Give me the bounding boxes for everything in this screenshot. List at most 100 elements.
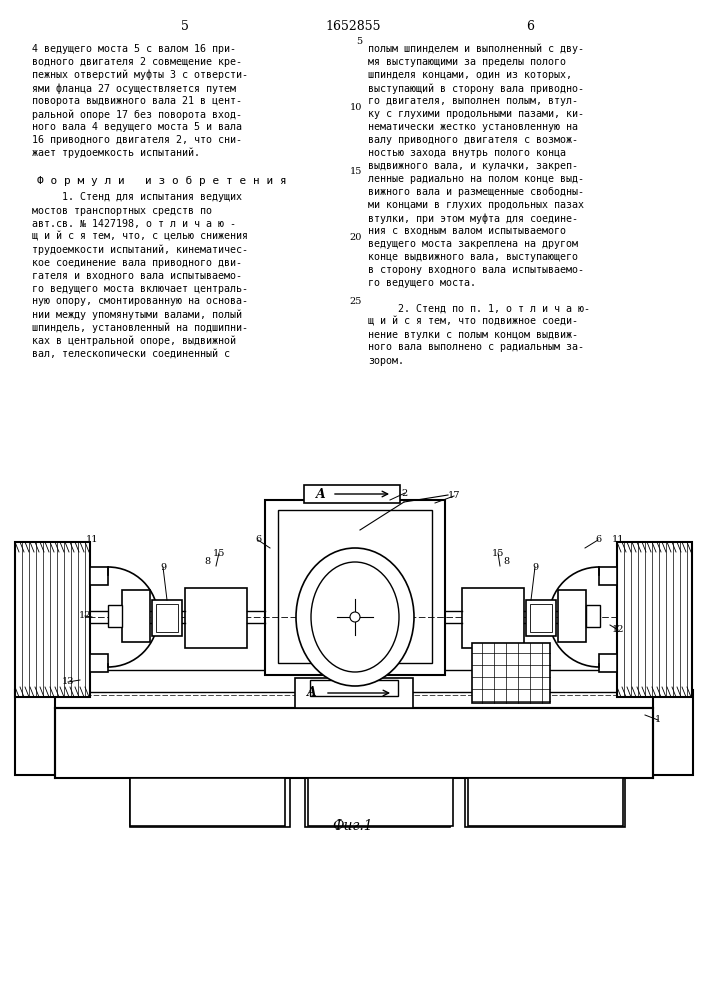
Bar	[462, 588, 524, 648]
Text: авт.св. № 1427198, о т л и ч а ю -: авт.св. № 1427198, о т л и ч а ю -	[32, 219, 236, 229]
Text: гателя и входного вала испытываемо-: гателя и входного вала испытываемо-	[32, 270, 242, 280]
Text: ного вала 4 ведущего моста 5 и вала: ного вала 4 ведущего моста 5 и вала	[32, 122, 242, 132]
Text: го ведущего моста.: го ведущего моста.	[368, 278, 476, 288]
Ellipse shape	[296, 548, 414, 686]
Text: шпиндель, установленный на подшипни-: шпиндель, установленный на подшипни-	[32, 322, 248, 333]
Bar	[558, 590, 586, 642]
Text: 10: 10	[350, 103, 362, 111]
Text: 8: 8	[503, 556, 509, 566]
Bar	[265, 500, 445, 675]
Bar	[90, 567, 108, 585]
Text: полым шпинделем и выполненный с дву-: полым шпинделем и выполненный с дву-	[368, 44, 584, 54]
Text: ках в центральной опоре, выдвижной: ках в центральной опоре, выдвижной	[32, 336, 236, 346]
Text: нии между упомянутыми валами, полый: нии между упомянутыми валами, полый	[32, 310, 242, 320]
Text: ями фланца 27 осуществляется путем: ями фланца 27 осуществляется путем	[32, 83, 236, 94]
Text: 6: 6	[255, 536, 261, 544]
Text: выступающий в сторону вала приводно-: выступающий в сторону вала приводно-	[368, 83, 584, 94]
Bar	[310, 680, 398, 696]
Text: выдвижного вала, и кулачки, закреп-: выдвижного вала, и кулачки, закреп-	[368, 161, 578, 171]
Bar	[156, 604, 178, 632]
Text: 9: 9	[532, 562, 538, 572]
Text: 15: 15	[492, 548, 504, 558]
Bar	[526, 600, 556, 636]
Text: поворота выдвижного вала 21 в цент-: поворота выдвижного вала 21 в цент-	[32, 96, 242, 106]
Text: 25: 25	[350, 298, 362, 306]
Text: 4 ведущего моста 5 с валом 16 при-: 4 ведущего моста 5 с валом 16 при-	[32, 44, 236, 54]
Bar	[15, 690, 693, 775]
Text: ми концами в глухих продольных пазах: ми концами в глухих продольных пазах	[368, 200, 584, 210]
Text: Фиг.1: Фиг.1	[333, 819, 373, 833]
Bar	[122, 590, 150, 642]
Text: 1: 1	[655, 716, 661, 724]
Bar	[278, 510, 432, 663]
Text: 20: 20	[350, 232, 362, 241]
Text: го ведущего моста включает централь-: го ведущего моста включает централь-	[32, 284, 248, 294]
Text: 1. Стенд для испытания ведущих: 1. Стенд для испытания ведущих	[32, 192, 242, 202]
Bar	[308, 778, 453, 826]
Text: 12: 12	[78, 611, 91, 620]
Bar	[295, 678, 413, 708]
Bar	[55, 708, 653, 778]
Text: водного двигателя 2 совмещение кре-: водного двигателя 2 совмещение кре-	[32, 57, 242, 67]
Text: мостов транспортных средств по: мостов транспортных средств по	[32, 206, 212, 216]
Ellipse shape	[311, 562, 399, 672]
Text: втулки, при этом муфта для соедине-: втулки, при этом муфта для соедине-	[368, 213, 578, 224]
Text: ную опору, смонтированную на основа-: ную опору, смонтированную на основа-	[32, 296, 248, 306]
Bar	[108, 605, 122, 627]
Bar	[305, 775, 450, 827]
Text: конце выдвижного вала, выступающего: конце выдвижного вала, выступающего	[368, 252, 578, 262]
Text: Ф о р м у л и   и з о б р е т е н и я: Ф о р м у л и и з о б р е т е н и я	[37, 176, 287, 186]
Text: A: A	[307, 686, 317, 700]
Bar	[185, 588, 247, 648]
Text: ленные радиально на полом конце выд-: ленные радиально на полом конце выд-	[368, 174, 584, 184]
Bar	[90, 654, 108, 672]
Text: ностью захода внутрь полого конца: ностью захода внутрь полого конца	[368, 148, 566, 158]
Bar	[55, 670, 653, 692]
Bar	[130, 775, 290, 827]
Bar	[586, 605, 600, 627]
Text: ния с входным валом испытываемого: ния с входным валом испытываемого	[368, 226, 566, 236]
Text: 12: 12	[612, 626, 624, 635]
Text: щ и й с я тем, что, с целью снижения: щ и й с я тем, что, с целью снижения	[32, 232, 248, 241]
Text: вал, телескопически соединенный с: вал, телескопически соединенный с	[32, 349, 230, 359]
Text: ку с глухими продольными пазами, ки-: ку с глухими продольными пазами, ки-	[368, 109, 584, 119]
Text: нение втулки с полым концом выдвиж-: нение втулки с полым концом выдвиж-	[368, 330, 578, 340]
Text: ного вала выполнено с радиальным за-: ного вала выполнено с радиальным за-	[368, 342, 584, 353]
Text: валу приводного двигателя с возмож-: валу приводного двигателя с возмож-	[368, 135, 578, 145]
Text: 15: 15	[350, 167, 362, 176]
Text: 6: 6	[526, 19, 534, 32]
Text: 1652855: 1652855	[325, 19, 381, 32]
Text: A: A	[316, 488, 326, 500]
Circle shape	[350, 612, 360, 622]
Text: щ и й с я тем, что подвижное соеди-: щ и й с я тем, что подвижное соеди-	[368, 316, 578, 326]
Bar	[304, 485, 400, 503]
Bar	[152, 600, 182, 636]
Text: 11: 11	[86, 534, 98, 544]
Text: 17: 17	[448, 491, 460, 500]
Text: жает трудоемкость испытаний.: жает трудоемкость испытаний.	[32, 148, 200, 158]
Text: 15: 15	[213, 548, 226, 558]
Text: нематически жестко установленную на: нематически жестко установленную на	[368, 122, 578, 132]
Text: ральной опоре 17 без поворота вход-: ральной опоре 17 без поворота вход-	[32, 109, 242, 119]
Text: вижного вала и размещенные свободны-: вижного вала и размещенные свободны-	[368, 187, 584, 197]
Bar	[465, 775, 625, 827]
Text: ведущего моста закреплена на другом: ведущего моста закреплена на другом	[368, 239, 578, 249]
Text: 5: 5	[181, 19, 189, 32]
Text: 5: 5	[356, 37, 362, 46]
Bar	[599, 654, 617, 672]
Bar	[472, 643, 550, 703]
Text: мя выступающими за пределы полого: мя выступающими за пределы полого	[368, 57, 566, 67]
Text: пежных отверстий муфты 3 с отверсти-: пежных отверстий муфты 3 с отверсти-	[32, 70, 248, 81]
Bar	[130, 778, 285, 826]
Text: 11: 11	[612, 534, 624, 544]
Bar	[599, 567, 617, 585]
Bar	[530, 604, 552, 632]
Text: шпинделя концами, один из которых,: шпинделя концами, один из которых,	[368, 70, 572, 80]
Bar	[15, 542, 90, 697]
Text: го двигателя, выполнен полым, втул-: го двигателя, выполнен полым, втул-	[368, 96, 578, 106]
Text: зором.: зором.	[368, 356, 404, 365]
Text: кое соединение вала приводного дви-: кое соединение вала приводного дви-	[32, 257, 242, 267]
Text: 2: 2	[402, 488, 408, 497]
Text: 9: 9	[160, 562, 166, 572]
Bar	[468, 778, 623, 826]
